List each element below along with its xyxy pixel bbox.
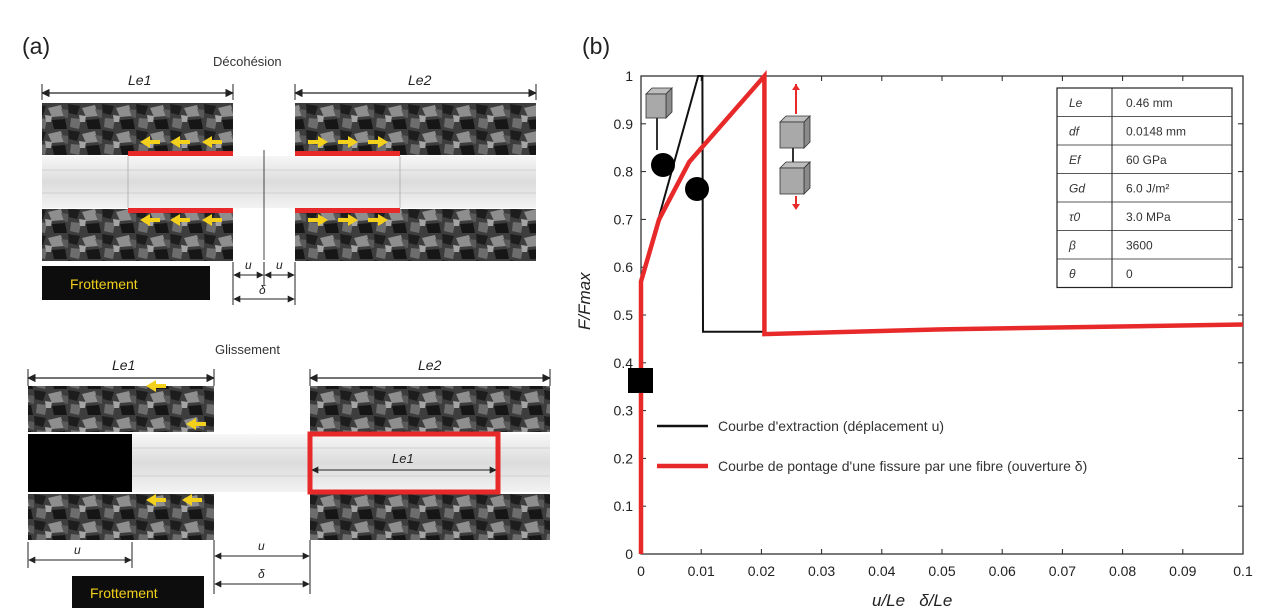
le1-label: Le1 xyxy=(112,357,135,373)
y-tick-label: 0.2 xyxy=(614,450,634,466)
panel-a-schematic: (a) Décohésion Le1 Le2 xyxy=(22,33,551,608)
debonding-title: Décohésion xyxy=(213,54,282,69)
debonding-schematic: Décohésion Le1 Le2 xyxy=(41,54,537,305)
x-axis-label: u/Le δ/Le xyxy=(872,591,952,610)
matrix-block xyxy=(28,494,214,540)
friction-label: Frottement xyxy=(90,585,158,601)
le1-label: Le1 xyxy=(128,72,151,88)
friction-box xyxy=(72,576,204,608)
matrix-block xyxy=(310,494,550,540)
u-label: u xyxy=(245,258,252,272)
y-tick-label: 0.5 xyxy=(614,307,634,323)
fiber xyxy=(132,434,550,492)
le2-label: Le2 xyxy=(418,357,442,373)
state-marker xyxy=(628,368,653,393)
param-symbol: θ xyxy=(1069,267,1076,281)
debonded-interface xyxy=(128,151,233,156)
x-tick-label: 0.06 xyxy=(989,563,1016,579)
series-line-2 xyxy=(638,70,1244,554)
y-tick-label: 0.6 xyxy=(614,259,634,275)
fiber xyxy=(42,156,536,208)
sliding-title: Glissement xyxy=(215,342,280,357)
param-value: 0.0148 mm xyxy=(1126,125,1186,139)
y-tick-label: 0.8 xyxy=(614,164,634,180)
y-tick-label: 0.9 xyxy=(614,116,634,132)
x-tick-label: 0.02 xyxy=(748,563,775,579)
delta-label: δ xyxy=(259,283,266,297)
friction-box xyxy=(42,266,210,300)
y-tick-label: 0.1 xyxy=(614,498,634,514)
u-label: u xyxy=(276,258,283,272)
y-tick-label: 0 xyxy=(625,546,633,562)
parameter-table: Le 0.46 mm df 0.0148 mm Ef 60 GPa Gd 6.0 J/m² τ0… xyxy=(1056,87,1233,289)
state-marker xyxy=(651,153,675,177)
param-value: 0 xyxy=(1126,267,1133,281)
delta-label: δ xyxy=(258,567,265,581)
x-tick-label: 0 xyxy=(637,563,645,579)
x-tick-label: 0.01 xyxy=(688,563,715,579)
cube-pair-icon xyxy=(779,84,811,210)
cube-pair-icon xyxy=(645,87,673,150)
y-axis: 0 0.1 0.2 0.3 0.4 0.5 0.6 0.7 0.8 0.9 1 xyxy=(614,68,1243,562)
param-symbol: Ef xyxy=(1069,153,1082,167)
param-symbol: τ0 xyxy=(1069,210,1080,224)
panel-b-chart: (b) 00.10.20.30.40.50.60.70.80.91 0 0.01 0… xyxy=(575,33,1253,610)
matrix-block xyxy=(42,103,233,155)
param-value: 60 GPa xyxy=(1126,153,1167,167)
u-label: u xyxy=(74,543,81,557)
param-value: 3.0 MPa xyxy=(1126,210,1171,224)
matrix-block xyxy=(28,386,214,432)
matrix-block xyxy=(310,386,550,432)
debonded-interface xyxy=(295,151,400,156)
param-value: 6.0 J/m² xyxy=(1126,182,1169,196)
y-tick-label: 1 xyxy=(625,68,633,84)
matrix-block xyxy=(295,209,536,261)
y-tick-label: 0.7 xyxy=(614,211,634,227)
x-tick-label: 0.07 xyxy=(1049,563,1076,579)
shear-arrows xyxy=(140,136,388,226)
series-layer xyxy=(638,70,1244,554)
legend-label-2: Courbe de pontage d'une fissure par une … xyxy=(718,458,1087,474)
param-value: 0.46 mm xyxy=(1126,96,1173,110)
x-tick-label: 0.09 xyxy=(1169,563,1196,579)
x-axis: 0 0.01 0.02 0.03 0.04 0.05 0.06 0.07 0.08 0.09 0.1 xyxy=(637,76,1253,579)
shear-arrows xyxy=(146,380,206,506)
debonded-interface xyxy=(295,208,400,213)
panel-b-label: (b) xyxy=(582,33,610,59)
y-tick-label: 0.3 xyxy=(614,403,634,419)
state-marker xyxy=(685,177,709,201)
param-symbol: Le xyxy=(1069,96,1083,110)
table-frame xyxy=(1056,87,1233,289)
param-symbol: Gd xyxy=(1069,182,1085,196)
param-value: 3600 xyxy=(1126,239,1153,253)
x-tick-label: 0.04 xyxy=(868,563,895,579)
sliding-zone xyxy=(307,431,501,495)
param-symbol: df xyxy=(1069,125,1081,139)
friction-label: Frottement xyxy=(70,276,138,292)
matrix-block xyxy=(42,209,233,261)
matrix-block xyxy=(295,103,536,155)
sliding-schematic: Glissement Le1 Le2 Le1 xyxy=(27,342,551,608)
x-tick-label: 0.03 xyxy=(808,563,835,579)
legend: Courbe d'extraction (déplacement u) Courb… xyxy=(657,418,1087,474)
y-axis-label: F/Fmax xyxy=(575,272,594,330)
legend-label-1: Courbe d'extraction (déplacement u) xyxy=(718,418,944,434)
u-label: u xyxy=(258,539,265,553)
debonded-interface xyxy=(128,208,233,213)
x-tick-label: 0.05 xyxy=(928,563,955,579)
x-tick-label: 0.1 xyxy=(1233,563,1253,579)
le1-inner-label: Le1 xyxy=(392,451,414,466)
param-symbol: β xyxy=(1068,239,1076,253)
le2-label: Le2 xyxy=(408,72,432,88)
x-tick-label: 0.08 xyxy=(1109,563,1136,579)
fiber-void xyxy=(28,434,132,492)
y-tick-label: 0.4 xyxy=(614,355,634,371)
panel-a-label: (a) xyxy=(22,33,50,59)
